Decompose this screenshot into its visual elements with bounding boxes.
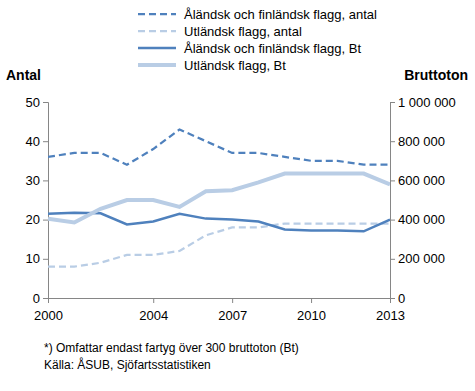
legend-swatch <box>138 63 176 67</box>
y-axis-tick: 20 <box>26 212 48 227</box>
x-axis-tick-label: 2010 <box>297 308 326 323</box>
y2-axis-tick: 0 <box>390 291 405 306</box>
y-axis-title: Antal <box>6 67 41 83</box>
x-axis-tick-mark <box>232 298 233 303</box>
legend-swatch <box>138 13 176 15</box>
y2-axis-line <box>391 103 396 299</box>
y-axis-tick-label: 40 <box>26 134 40 149</box>
annotation: *) Omfattar endast fartyg över 300 brutt… <box>44 341 299 355</box>
lines <box>48 129 390 266</box>
x-axis-tick: 2004 <box>139 298 168 323</box>
y2-axis-tick-label: 0 <box>398 291 405 306</box>
y2-axis-tick-mark <box>390 141 395 142</box>
x-axis-tick: 2010 <box>297 298 326 323</box>
y-axis: 0 10 20 30 40 50 <box>26 95 49 306</box>
y-axis-tick-mark <box>43 141 48 142</box>
y-axis-tick: 0 <box>33 291 48 306</box>
legend-swatch <box>138 47 176 50</box>
y-axis-tick-label: 20 <box>26 212 40 227</box>
y-axis-tick-label: 30 <box>26 173 40 188</box>
y2-axis-tick: 600 000 <box>390 173 445 188</box>
y2-axis-tick-mark <box>390 259 395 260</box>
y-axis-tick-mark <box>43 220 48 221</box>
y2-axis-tick-label: 1 000 000 <box>398 95 456 110</box>
y-axis-tick: 40 <box>26 134 48 149</box>
x-axis-tick: 2007 <box>218 298 247 323</box>
y2-axis: 0 200 000 400 000 600 000 800 000 1 000 000 <box>390 95 456 306</box>
legend-label: Åländsk och finländsk flagg, Bt <box>184 41 361 56</box>
x-axis-tick-mark <box>311 298 312 303</box>
y-axis-line <box>43 103 49 299</box>
y2-axis-tick: 1 000 000 <box>390 95 456 110</box>
x-axis-tick-mark <box>153 298 154 303</box>
legend-label: Åländsk och finländsk flagg, antal <box>184 7 377 22</box>
series-line <box>48 213 390 232</box>
y2-axis-tick-mark <box>390 102 395 103</box>
y2-axis-tick-label: 600 000 <box>398 173 445 188</box>
y-axis-tick: 30 <box>26 173 48 188</box>
y-axis-tick-mark <box>43 102 48 103</box>
y2-axis-tick-mark <box>390 220 395 221</box>
x-axis-tick-label: 2000 <box>34 308 63 323</box>
x-axis: 2000 2004 2007 2010 2013 <box>34 298 405 323</box>
legend-label: Utländsk flagg, Bt <box>184 58 286 73</box>
legend-label: Utländsk flagg, antal <box>184 24 302 39</box>
y-axis-tick-label: 10 <box>26 251 40 266</box>
y2-axis-tick: 200 000 <box>390 251 445 266</box>
y-axis-tick-label: 50 <box>26 95 40 110</box>
x-axis-line <box>49 299 391 304</box>
legend-swatch <box>138 30 176 32</box>
x-axis-tick-label: 2013 <box>376 308 405 323</box>
y2-axis-tick: 400 000 <box>390 212 445 227</box>
y2-axis-title: Bruttoton <box>404 67 468 83</box>
x-axis-tick-label: 2007 <box>218 308 247 323</box>
y-axis-tick-mark <box>43 180 48 181</box>
y-axis-tick-label: 0 <box>33 291 40 306</box>
annotation: Källa: ÅSUB, Sjöfartsstatistiken <box>44 357 211 372</box>
legend: Åländsk och finländsk flagg, antal Utländ… <box>138 7 377 73</box>
x-axis-tick-label: 2004 <box>139 308 168 323</box>
y-axis-tick: 10 <box>26 251 48 266</box>
y2-axis-tick-label: 400 000 <box>398 212 445 227</box>
y2-axis-tick-label: 800 000 <box>398 134 445 149</box>
y-axis-tick-mark <box>43 259 48 260</box>
y2-axis-tick-mark <box>390 180 395 181</box>
series-line <box>48 174 390 223</box>
series-line <box>48 129 390 164</box>
y-axis-tick-mark <box>43 298 48 299</box>
y-axis-tick: 50 <box>26 95 48 110</box>
y2-axis-tick: 800 000 <box>390 134 445 149</box>
y2-axis-tick-mark <box>390 298 395 299</box>
y2-axis-tick-label: 200 000 <box>398 251 445 266</box>
chart: 2000 2004 2007 2010 2013 0 10 20 30 40 50 0 200 000 4… <box>0 0 475 391</box>
